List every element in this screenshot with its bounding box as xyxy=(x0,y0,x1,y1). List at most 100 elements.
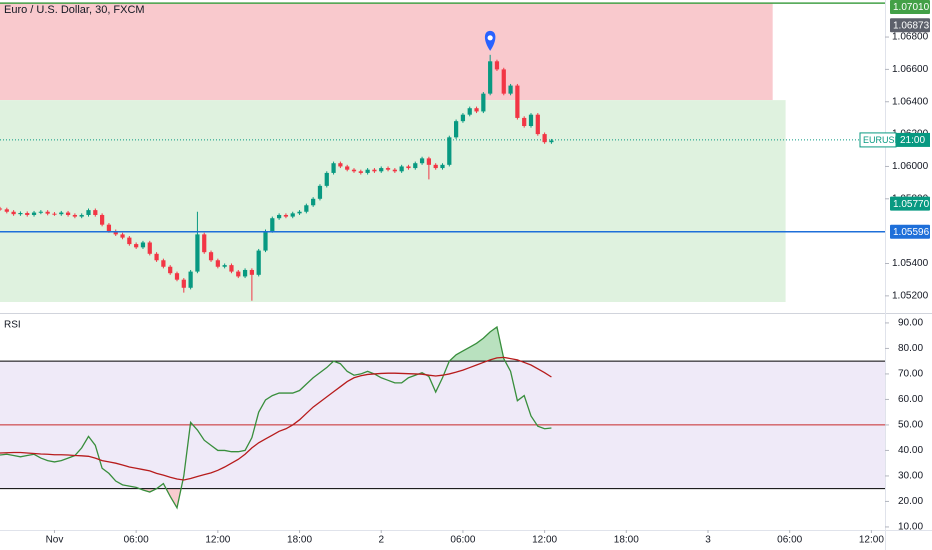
y-tick-label: 90.00 xyxy=(898,318,923,329)
candle-body xyxy=(256,250,261,275)
candle-body xyxy=(372,169,377,172)
candle-body xyxy=(249,269,254,275)
candle-body xyxy=(120,234,125,238)
y-tick-label: 1.06600 xyxy=(892,64,929,75)
candle-body xyxy=(100,214,105,225)
chart-title: Euro / U.S. Dollar, 30, FXCM xyxy=(4,4,145,16)
candle-body xyxy=(528,114,534,127)
y-tick-label: 20.00 xyxy=(898,496,923,507)
y-tick-label: 1.06800 xyxy=(892,32,929,43)
last-price-symbol: EURUSD xyxy=(863,135,902,145)
candle-body xyxy=(18,213,23,215)
candle-body xyxy=(45,211,50,214)
y-tick-label: 60.00 xyxy=(898,394,923,405)
rsi-title: RSI xyxy=(4,320,21,331)
candle-body xyxy=(501,69,506,94)
candle-body xyxy=(72,214,77,217)
candle-body xyxy=(467,108,472,115)
x-tick-label: 12:00 xyxy=(859,535,884,546)
candle-body xyxy=(202,234,207,253)
candle-body xyxy=(433,164,438,169)
candle-body xyxy=(413,163,418,169)
candle-body xyxy=(474,108,479,112)
candle-body xyxy=(195,234,200,272)
candle-body xyxy=(447,137,452,165)
candle-body xyxy=(290,213,295,217)
candle-body xyxy=(65,212,71,215)
candle-body xyxy=(222,265,227,267)
candle-body xyxy=(317,185,323,199)
candle-body xyxy=(93,210,98,215)
candle-body xyxy=(494,61,500,70)
x-tick-label: 3 xyxy=(705,535,711,546)
x-tick-label: 2 xyxy=(378,535,384,546)
y-tick-label: 40.00 xyxy=(898,445,923,456)
candle-body xyxy=(181,279,186,288)
candle-body xyxy=(365,169,370,173)
candle-body xyxy=(154,253,159,261)
candle-body xyxy=(542,134,547,143)
candle-body xyxy=(134,244,139,248)
candle-body xyxy=(140,242,146,248)
candle-body xyxy=(38,211,43,213)
x-tick-label: 18:00 xyxy=(287,535,312,546)
candle-body xyxy=(379,168,384,172)
candle-body xyxy=(174,273,180,280)
price-pane xyxy=(0,2,885,303)
candle-body xyxy=(52,213,57,215)
zone xyxy=(0,3,773,101)
candle-body xyxy=(277,214,282,219)
candle-body xyxy=(426,158,431,165)
price-badge-label: 1.05596 xyxy=(893,227,930,238)
candle-body xyxy=(161,260,166,267)
rsi-line xyxy=(0,356,552,481)
x-tick-label: 12:00 xyxy=(205,535,230,546)
candle-body xyxy=(419,158,425,164)
y-tick-label: 1.06400 xyxy=(892,96,929,107)
candle-body xyxy=(106,224,112,232)
candle-body xyxy=(460,114,466,122)
zone xyxy=(0,100,786,303)
candle-body xyxy=(283,214,289,217)
candle-body xyxy=(522,117,527,127)
candle-body xyxy=(345,166,350,170)
candle-body xyxy=(508,85,513,94)
candle-body xyxy=(113,231,118,235)
candle-body xyxy=(324,172,329,186)
candle-body xyxy=(385,168,391,170)
y-tick-label: 50.00 xyxy=(898,420,923,431)
candle-body xyxy=(392,169,397,172)
last-price-countdown: 21:00 xyxy=(900,135,925,146)
candle-body xyxy=(79,214,84,217)
candle-body xyxy=(331,163,336,173)
overlay: Euro / U.S. Dollar, 30, FXCM RSI 1.07010… xyxy=(4,0,930,331)
candle-body xyxy=(168,266,173,274)
candle-body xyxy=(25,213,30,215)
candle-body xyxy=(351,169,357,172)
candle-body xyxy=(304,205,309,212)
candle-body xyxy=(215,260,220,267)
price-badge xyxy=(890,0,930,14)
x-tick-label: 12:00 xyxy=(532,535,557,546)
candle-body xyxy=(4,209,9,212)
x-tick-label: Nov xyxy=(46,535,64,546)
y-tick-label: 80.00 xyxy=(898,343,923,354)
candle-body xyxy=(263,231,268,251)
oversold-fill xyxy=(139,488,182,508)
candle-body xyxy=(147,242,152,254)
candle-body xyxy=(236,271,241,277)
price-badge-label: 1.07010 xyxy=(893,2,930,13)
candle-body xyxy=(535,114,540,135)
y-tick-label: 1.05400 xyxy=(892,258,929,269)
y-tick-label: 1.05200 xyxy=(892,290,929,301)
candle-body xyxy=(481,93,486,112)
candle-body xyxy=(406,166,411,169)
candle-body xyxy=(515,85,520,118)
y-tick-label: 10.00 xyxy=(898,522,923,533)
x-tick-label: 18:00 xyxy=(614,535,639,546)
candle-body xyxy=(229,265,234,272)
high-marker-pin xyxy=(484,30,496,51)
price-badge-label: 1.06873 xyxy=(893,20,930,31)
y-tick-label: 30.00 xyxy=(898,471,923,482)
